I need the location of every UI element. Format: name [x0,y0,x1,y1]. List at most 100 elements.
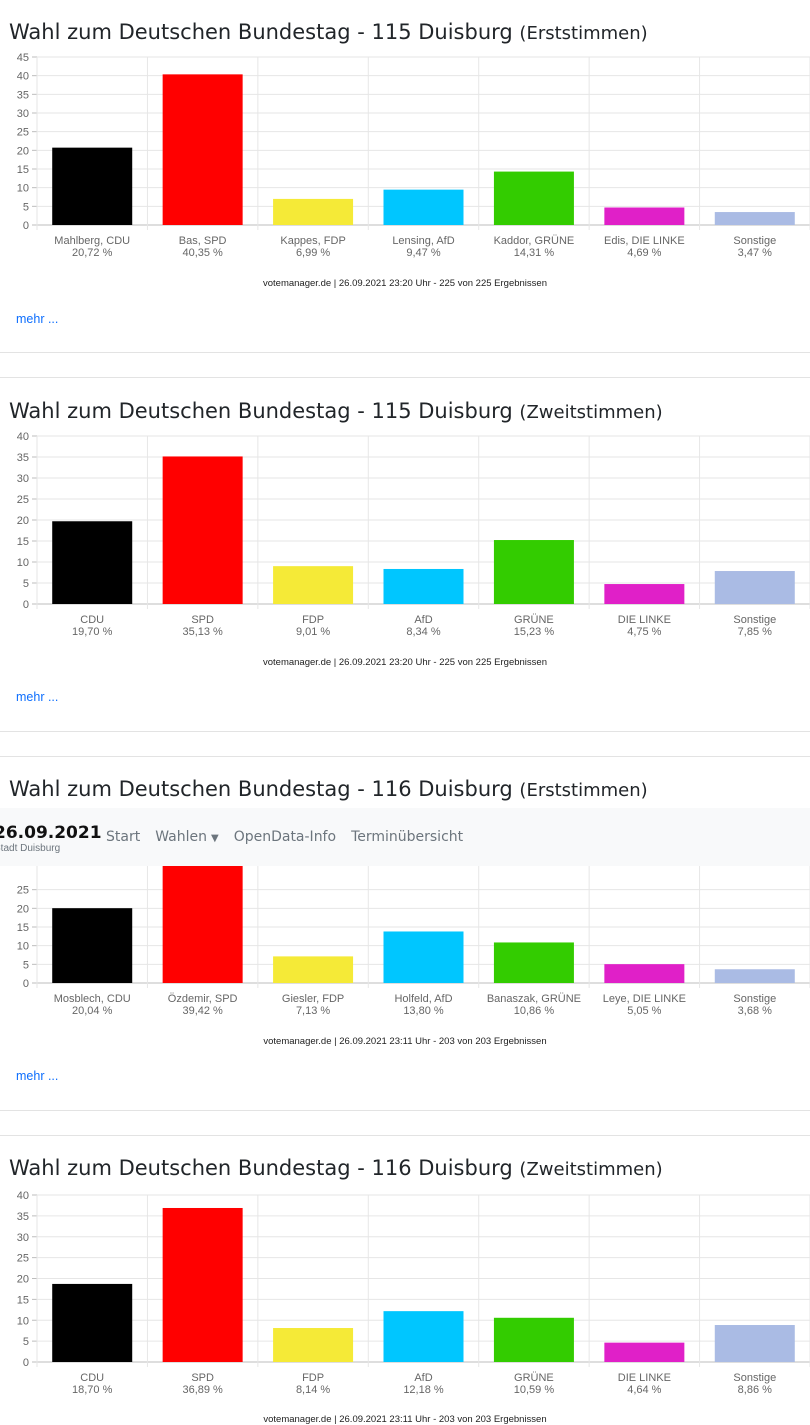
bar [52,1283,133,1362]
section-divider [0,1110,810,1111]
y-tick-label: 25 [17,885,29,897]
section-divider [0,731,810,732]
y-tick-label: 40 [17,431,29,443]
section-title: Wahl zum Deutschen Bundestag - 116 Duisb… [9,777,648,801]
bar-value-label: 19,70 % [72,626,113,638]
vote-kind: (Zweitstimmen) [519,402,663,423]
bar-value-label: 4,64 % [627,1384,661,1396]
y-tick-label: 20 [17,515,29,527]
bar-value-label: 12,18 % [403,1384,444,1396]
bar [383,568,464,604]
x-category-label: GRÜNE [514,614,554,626]
bar-value-label: 7,13 % [296,1005,330,1017]
bar-value-label: 6,99 % [296,247,330,259]
bar [493,942,574,983]
bar [52,521,133,604]
nav-wahlen-label: Wahlen [155,829,207,845]
bar [383,931,464,983]
bar [162,1207,243,1362]
y-tick-label: 30 [17,108,29,120]
x-category-label: DIE LINKE [618,1372,671,1384]
section-title: Wahl zum Deutschen Bundestag - 116 Duisb… [9,1156,663,1180]
bar [604,1342,685,1362]
chart-source: votemanager.de | 26.09.2021 23:11 Uhr - … [263,1036,547,1047]
chart-source: votemanager.de | 26.09.2021 23:11 Uhr - … [263,1414,547,1425]
more-link[interactable]: mehr ... [16,690,59,704]
x-category-label: Kaddor, GRÜNE [494,235,575,247]
bar-value-label: 9,47 % [406,247,440,259]
bar [714,1325,795,1362]
bar [714,212,795,225]
bar [493,540,574,604]
y-tick-label: 5 [23,578,29,590]
bar [714,571,795,604]
y-tick-label: 40 [17,71,29,83]
bar [52,908,133,983]
y-tick-label: 15 [17,922,29,934]
x-category-label: Sonstige [733,1372,776,1384]
bar [162,74,243,225]
section-divider [0,756,810,757]
bar-value-label: 13,80 % [403,1005,444,1017]
nav-wahlen-dropdown[interactable]: Wahlen ▼ [155,829,218,845]
brand-date[interactable]: 26.09.2021 [0,823,102,843]
bar [273,956,354,983]
x-category-label: Leye, DIE LINKE [603,993,686,1005]
y-tick-label: 45 [17,52,29,64]
x-category-label: Sonstige [733,235,776,247]
y-tick-label: 15 [17,164,29,176]
title-text: Wahl zum Deutschen Bundestag - 116 Duisb… [9,777,513,801]
bar [273,198,354,225]
more-link[interactable]: mehr ... [16,1069,59,1083]
bar-value-label: 14,31 % [514,247,555,259]
y-tick-label: 0 [23,978,29,990]
x-category-label: Sonstige [733,993,776,1005]
bar-value-label: 4,69 % [627,247,661,259]
nav-start[interactable]: Start [106,829,141,845]
bar-value-label: 8,86 % [738,1384,772,1396]
bar [273,1328,354,1362]
bar-value-label: 15,23 % [514,626,555,638]
chart-source: votemanager.de | 26.09.2021 23:20 Uhr - … [263,657,547,668]
x-category-label: AfD [414,1372,432,1384]
y-tick-label: 0 [23,1357,29,1369]
y-tick-label: 5 [23,959,29,971]
vote-kind: (Erststimmen) [519,23,648,44]
y-tick-label: 10 [17,941,29,953]
y-tick-label: 25 [17,127,29,139]
bar-value-label: 10,59 % [514,1384,555,1396]
more-link[interactable]: mehr ... [16,312,59,326]
nav-termine[interactable]: Terminübersicht [351,829,464,845]
y-tick-label: 35 [17,452,29,464]
bar-value-label: 8,14 % [296,1384,330,1396]
bar-value-label: 4,75 % [627,626,661,638]
y-tick-label: 10 [17,1315,29,1327]
x-category-label: CDU [80,614,104,626]
section-divider [0,377,810,378]
x-category-label: FDP [302,1372,324,1384]
y-tick-label: 20 [17,1274,29,1286]
bar-value-label: 39,42 % [182,1005,223,1017]
bar [162,866,243,983]
nav-opendata[interactable]: OpenData-Info [233,829,337,845]
bar [604,207,685,225]
caret-down-icon: ▼ [210,833,219,844]
y-tick-label: 10 [17,183,29,195]
bar-value-label: 3,68 % [738,1005,772,1017]
bar-value-label: 20,72 % [72,247,113,259]
y-tick-label: 10 [17,557,29,569]
y-tick-label: 0 [23,599,29,611]
bar [162,456,243,604]
x-category-label: Mahlberg, CDU [54,235,130,247]
x-category-label: SPD [191,1372,214,1384]
x-category-label: Özdemir, SPD [168,993,238,1005]
x-category-label: Holfeld, AfD [394,993,452,1005]
x-category-label: GRÜNE [514,1372,554,1384]
top-navbar: 26.09.2021 Stadt Duisburg Start Wahlen ▼ … [0,808,810,866]
y-tick-label: 15 [17,536,29,548]
x-category-label: Banaszak, GRÜNE [487,993,581,1005]
